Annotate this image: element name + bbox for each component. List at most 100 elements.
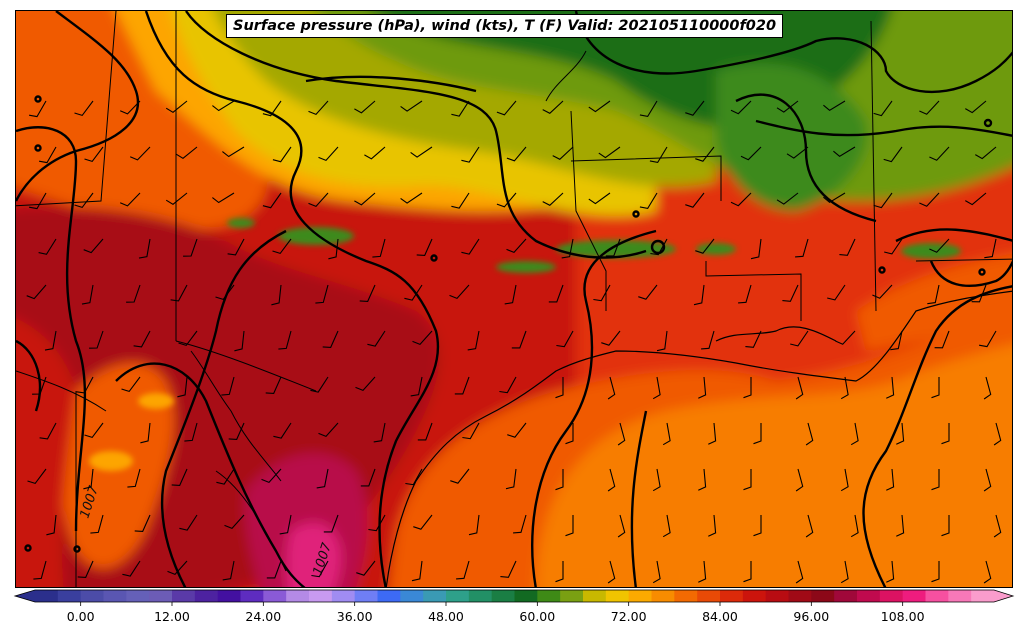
wind-barb bbox=[555, 561, 564, 583]
wind-barb bbox=[743, 561, 752, 583]
wind-barb bbox=[179, 514, 198, 531]
wind-barb bbox=[461, 238, 480, 255]
colorbar-bin bbox=[560, 590, 584, 602]
colorbar-extend-right bbox=[994, 590, 1013, 602]
wind-barb bbox=[649, 146, 668, 164]
wind-barb bbox=[598, 146, 621, 159]
wind-barb bbox=[76, 376, 94, 394]
wind-barb bbox=[127, 468, 141, 488]
colorbar-bin bbox=[857, 590, 881, 602]
wind-barb bbox=[171, 468, 188, 486]
wind-barb bbox=[32, 376, 47, 395]
wind-barb bbox=[39, 146, 57, 164]
wind-barb bbox=[355, 376, 376, 392]
wind-barb bbox=[506, 146, 527, 162]
wind-barb bbox=[883, 146, 903, 163]
wind-barb bbox=[322, 330, 339, 348]
wind-barb bbox=[500, 560, 517, 578]
colorbar-tick-label: 96.00 bbox=[793, 609, 829, 624]
wind-barb bbox=[639, 100, 658, 118]
wind-barb bbox=[795, 560, 804, 584]
wind-barb bbox=[941, 423, 950, 445]
wind-barb bbox=[753, 515, 762, 537]
wind-barb bbox=[890, 330, 903, 351]
wind-barb bbox=[411, 560, 423, 582]
wind-barb bbox=[222, 560, 235, 581]
wind-barb bbox=[556, 330, 574, 348]
isobars bbox=[16, 11, 1012, 587]
wind-barb bbox=[449, 284, 470, 300]
colorbar-tick-label: 36.00 bbox=[337, 609, 373, 624]
colorbar-bin bbox=[423, 590, 447, 602]
colorbar-bin bbox=[331, 590, 356, 602]
wind-barb bbox=[983, 468, 992, 492]
wind-barb bbox=[776, 100, 799, 113]
wind-barb bbox=[308, 100, 329, 116]
colorbar-bin bbox=[149, 590, 173, 602]
map-panel: 1007 1007 bbox=[15, 10, 1013, 588]
wind-barb bbox=[884, 238, 903, 255]
wind-barb bbox=[38, 238, 57, 255]
wind-barb bbox=[404, 284, 423, 301]
wind-barb bbox=[26, 284, 47, 300]
wind-barb bbox=[410, 146, 433, 158]
wind-barb bbox=[511, 330, 527, 349]
wind-barb bbox=[607, 560, 616, 584]
wind-barb bbox=[311, 560, 329, 578]
wind-barb bbox=[323, 514, 339, 533]
wind-barb bbox=[896, 422, 905, 445]
wind-barb bbox=[89, 330, 104, 349]
wind-barb bbox=[685, 192, 705, 208]
wind-barb bbox=[782, 284, 799, 302]
wind-barb bbox=[835, 330, 856, 345]
wind-barb bbox=[400, 100, 423, 112]
wind-barb bbox=[965, 192, 987, 206]
wind-barb bbox=[413, 514, 433, 530]
wind-barb bbox=[795, 376, 804, 400]
colorbar-tick-label: 60.00 bbox=[519, 609, 555, 624]
wind-barb bbox=[318, 146, 339, 162]
wind-barb bbox=[119, 192, 141, 207]
wind-barb bbox=[979, 330, 997, 348]
wind-barb bbox=[354, 100, 376, 114]
wind-barb bbox=[565, 515, 574, 537]
wind-barb bbox=[805, 514, 814, 538]
wind-barb bbox=[607, 468, 616, 492]
wind-barb bbox=[745, 330, 762, 348]
wind-barb bbox=[685, 100, 705, 116]
wind-barb bbox=[29, 192, 47, 210]
colorbar-bins bbox=[35, 590, 995, 602]
wind-barb bbox=[823, 100, 846, 111]
wind-barb bbox=[701, 330, 715, 350]
wind-barb bbox=[617, 422, 626, 446]
wind-barb bbox=[279, 514, 292, 535]
wind-barb bbox=[496, 100, 517, 116]
colorbar-tick-label: 12.00 bbox=[154, 609, 190, 624]
wind-barb bbox=[896, 514, 905, 537]
wind-barb bbox=[451, 192, 470, 209]
colorbar-bin bbox=[971, 590, 995, 602]
wind-barb bbox=[552, 146, 574, 160]
wind-barb bbox=[743, 469, 752, 491]
wind-barb bbox=[140, 422, 151, 444]
wind-barb bbox=[234, 330, 245, 352]
wind-barb bbox=[266, 560, 282, 579]
wind-barb bbox=[356, 560, 376, 576]
temperature-fill bbox=[16, 11, 1012, 587]
wind-barb bbox=[360, 468, 376, 487]
wind-barb bbox=[833, 146, 856, 157]
wind-barb bbox=[941, 515, 950, 537]
wind-barb bbox=[971, 284, 987, 303]
colorbar-bin bbox=[263, 590, 287, 602]
colorbar-extend-left bbox=[15, 590, 35, 602]
colorbar-bin bbox=[35, 590, 59, 602]
wind-barb bbox=[588, 192, 611, 205]
wind-barb bbox=[698, 560, 707, 583]
wind-barb bbox=[565, 423, 574, 445]
wind-barb bbox=[993, 422, 1002, 446]
wind-barb bbox=[507, 422, 527, 438]
wind-barb bbox=[74, 192, 94, 209]
wind-barb bbox=[504, 284, 517, 305]
wind-barb bbox=[262, 192, 282, 209]
wind-barb bbox=[561, 238, 574, 259]
